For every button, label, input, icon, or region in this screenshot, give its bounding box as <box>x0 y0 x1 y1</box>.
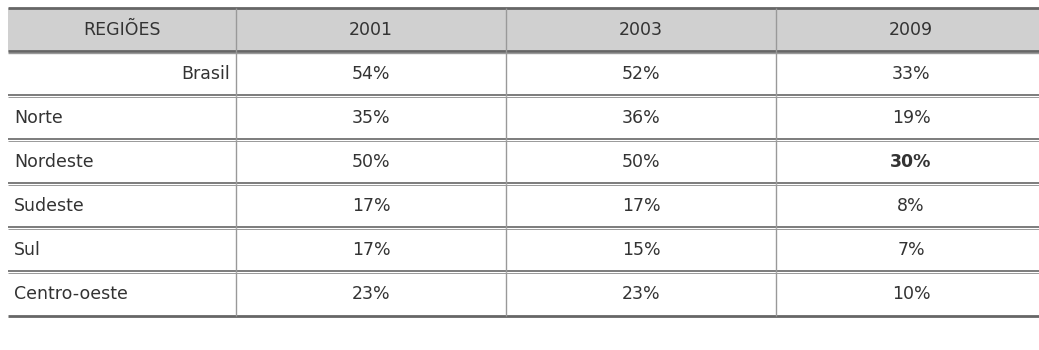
Text: 30%: 30% <box>890 153 932 171</box>
Text: 33%: 33% <box>891 65 930 83</box>
Text: 50%: 50% <box>351 153 391 171</box>
Text: 23%: 23% <box>621 285 661 303</box>
Bar <box>8 272 1039 316</box>
Bar <box>8 8 1039 52</box>
Text: 17%: 17% <box>351 241 391 259</box>
Bar <box>8 140 1039 184</box>
Text: 15%: 15% <box>621 241 661 259</box>
Text: 23%: 23% <box>351 285 391 303</box>
Text: 36%: 36% <box>621 109 661 127</box>
Text: Nordeste: Nordeste <box>14 153 94 171</box>
Text: Sudeste: Sudeste <box>14 197 85 215</box>
Text: Sul: Sul <box>14 241 41 259</box>
Text: Brasil: Brasil <box>181 65 230 83</box>
Text: Norte: Norte <box>14 109 62 127</box>
Text: 7%: 7% <box>898 241 925 259</box>
Text: 52%: 52% <box>621 65 661 83</box>
Text: 2009: 2009 <box>889 21 933 39</box>
Text: 17%: 17% <box>621 197 661 215</box>
Bar <box>8 96 1039 140</box>
Text: 17%: 17% <box>351 197 391 215</box>
Bar <box>8 228 1039 272</box>
Text: 54%: 54% <box>352 65 391 83</box>
Text: 19%: 19% <box>891 109 930 127</box>
Text: 10%: 10% <box>891 285 930 303</box>
Bar <box>8 52 1039 96</box>
Text: 2001: 2001 <box>349 21 393 39</box>
Text: 50%: 50% <box>621 153 661 171</box>
Text: REGIÕES: REGIÕES <box>83 21 161 39</box>
Bar <box>8 184 1039 228</box>
Text: 8%: 8% <box>898 197 925 215</box>
Text: Centro-oeste: Centro-oeste <box>14 285 128 303</box>
Text: 35%: 35% <box>351 109 391 127</box>
Text: 2003: 2003 <box>619 21 663 39</box>
